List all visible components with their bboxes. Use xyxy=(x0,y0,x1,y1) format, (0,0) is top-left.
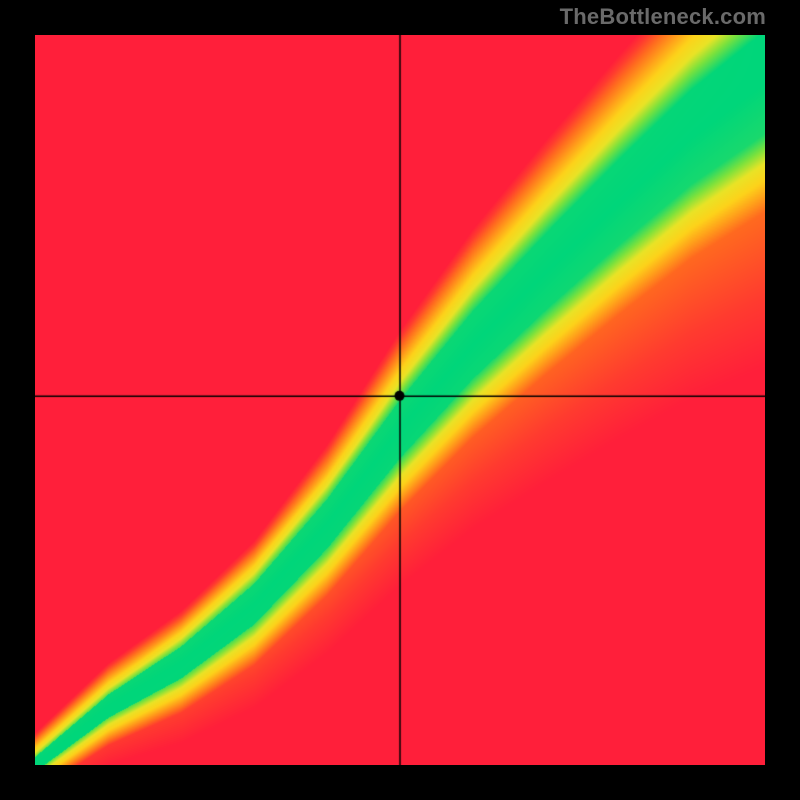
heatmap-canvas xyxy=(35,35,765,765)
chart-root: TheBottleneck.com xyxy=(0,0,800,800)
plot-area xyxy=(35,35,765,765)
attribution-text: TheBottleneck.com xyxy=(560,4,766,30)
